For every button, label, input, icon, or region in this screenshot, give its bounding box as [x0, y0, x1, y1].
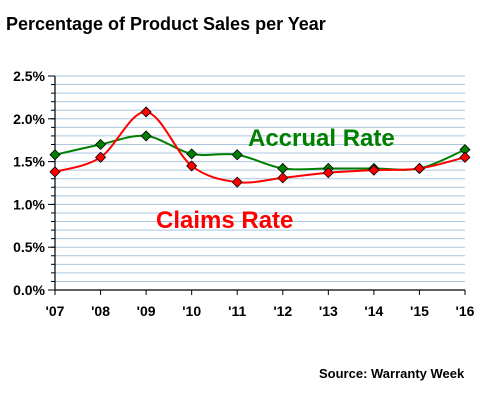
accrual-rate-point [231, 149, 243, 161]
claims-rate-point [94, 151, 107, 163]
accrual-rate-label: Accrual Rate [248, 125, 395, 152]
accrual-rate-point [94, 138, 107, 151]
claims-rate-line [54, 110, 466, 184]
x-tick-label: '16 [456, 303, 475, 319]
claims-rate-point [368, 164, 380, 176]
chart-title: Percentage of Product Sales per Year [6, 14, 326, 34]
y-tick-label: 2.5% [13, 68, 45, 84]
claims-rate-point [231, 176, 243, 188]
claims-rate-label: Claims Rate [156, 207, 293, 234]
x-tick-label: '12 [273, 303, 292, 319]
claims-rate-point [322, 167, 334, 179]
x-tick-label: '10 [182, 303, 201, 319]
x-tick-label: '14 [364, 303, 383, 319]
claims-rate-point [140, 106, 152, 118]
grid-lines [55, 75, 465, 282]
x-tick-label: '09 [137, 303, 156, 319]
labels: 0.0% 0.5% 1.0% 1.5% 2.0% 2.5% '07 '08 '09 '10 '11 '… [13, 68, 475, 319]
y-tick-label: 0.0% [13, 282, 45, 298]
claims-rate-point [186, 160, 198, 172]
accrual-rate-point [277, 162, 289, 175]
x-tick-label: '13 [319, 303, 338, 319]
claims-rate-point [459, 151, 471, 163]
accrual-rate-point [49, 149, 61, 161]
x-tick-label: '11 [228, 303, 246, 319]
accrual-rate-point [186, 148, 198, 160]
y-tick-label: 0.5% [13, 239, 45, 255]
x-tick-label: '07 [46, 303, 65, 319]
accrual-rate-point [140, 130, 152, 142]
x-tick-label: '15 [410, 303, 429, 319]
y-tick-label: 1.5% [13, 154, 45, 170]
claims-rate-point [277, 172, 289, 184]
y-tick-label: 2.0% [13, 111, 45, 127]
x-tick-label: '08 [91, 303, 110, 319]
claims-rate-point [413, 162, 426, 175]
source-note: Source: Warranty Week [319, 366, 465, 381]
series [49, 106, 471, 188]
axes [48, 75, 466, 295]
claims-rate-point [49, 166, 61, 178]
y-tick-label: 1.0% [13, 196, 45, 212]
